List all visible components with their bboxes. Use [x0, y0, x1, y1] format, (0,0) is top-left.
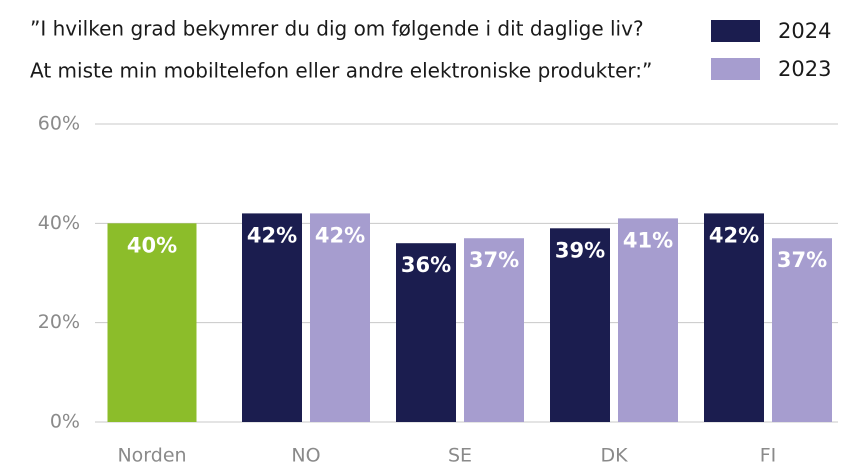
bar [618, 218, 678, 422]
bar [772, 238, 832, 422]
y-tick-label: 40% [38, 212, 80, 234]
legend-label: 2023 [778, 57, 831, 81]
data-label: 36% [401, 253, 451, 277]
data-label: 41% [623, 228, 673, 252]
bar [310, 213, 370, 422]
data-label: 40% [127, 233, 177, 257]
legend-swatch [711, 20, 760, 42]
chart-title: ”I hvilken grad bekymrer du dig om følge… [30, 17, 644, 41]
x-tick-label: SE [448, 445, 472, 467]
y-tick-label: 20% [38, 311, 80, 333]
bar [242, 213, 302, 422]
bar [396, 243, 456, 422]
bar [464, 238, 524, 422]
y-tick-label: 60% [38, 113, 80, 135]
legend-swatch [711, 58, 760, 80]
data-label: 42% [247, 223, 297, 247]
bar [550, 228, 610, 422]
x-tick-label: NO [291, 445, 320, 467]
x-tick-label: Norden [117, 445, 186, 467]
data-label: 42% [315, 223, 365, 247]
data-label: 37% [777, 248, 827, 272]
data-label: 39% [555, 238, 605, 262]
chart-subtitle: At miste min mobiltelefon eller andre el… [30, 59, 652, 83]
data-label: 42% [709, 223, 759, 247]
bar [107, 223, 197, 422]
bar [704, 213, 764, 422]
legend-label: 2024 [778, 19, 831, 43]
x-tick-label: FI [760, 445, 777, 467]
x-tick-label: DK [600, 445, 628, 467]
data-label: 37% [469, 248, 519, 272]
y-tick-label: 0% [50, 411, 80, 433]
